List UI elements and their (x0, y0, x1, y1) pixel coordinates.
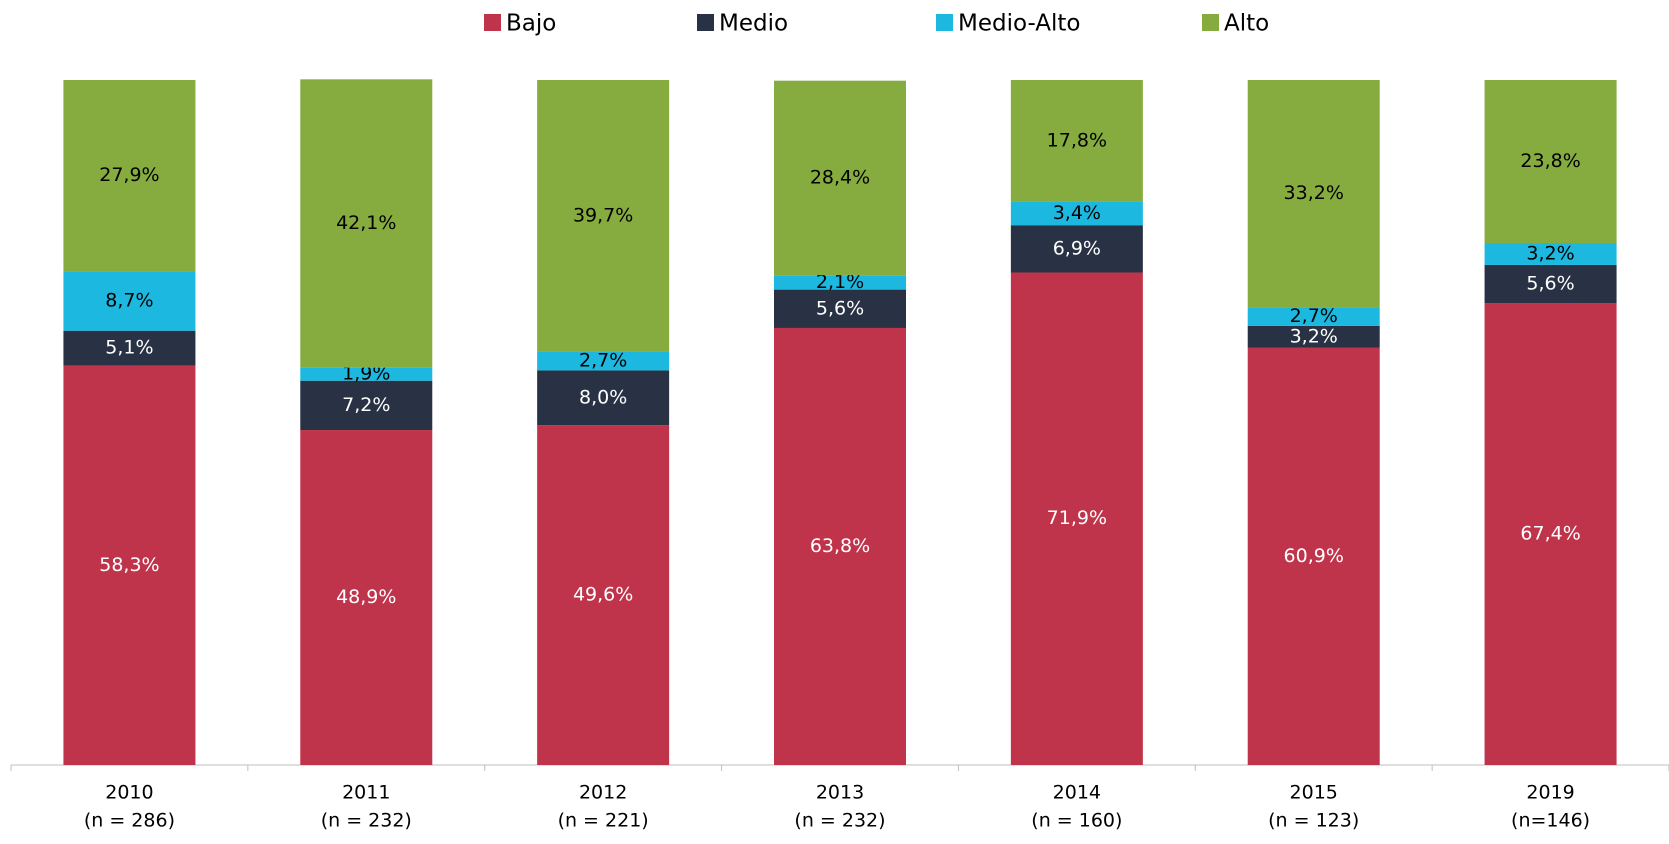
x-tick-label: (n = 232) (321, 810, 412, 832)
legend-label: Medio (719, 11, 788, 37)
data-label: 5,6% (816, 297, 864, 319)
bar-segment (1247, 347, 1380, 765)
x-tick-label: (n = 160) (1031, 810, 1122, 832)
bar-segment (1247, 325, 1380, 348)
legend-label: Bajo (506, 11, 556, 37)
x-tick-label: 2015 (1290, 782, 1338, 804)
bar-segment (1484, 264, 1617, 304)
bar-segment (774, 80, 906, 276)
bar-segment (1247, 80, 1380, 308)
bar-segment (537, 425, 670, 765)
data-label: 33,2% (1284, 182, 1344, 204)
bar-segment (63, 365, 196, 765)
data-label: 27,9% (99, 164, 159, 186)
bar-segment (300, 380, 433, 431)
bar-segment (300, 367, 433, 381)
data-label: 3,4% (1053, 202, 1101, 224)
data-label: 2,1% (816, 271, 864, 293)
data-label: 8,7% (105, 289, 153, 311)
legend-label: Medio-Alto (958, 11, 1081, 37)
bar-segment (537, 351, 670, 371)
data-label: 71,9% (1047, 507, 1107, 529)
x-tick-label: (n = 232) (794, 810, 885, 832)
x-tick-label: 2010 (105, 782, 153, 804)
bar-segment (774, 275, 906, 290)
data-label: 5,6% (1526, 273, 1574, 295)
bar-segment (63, 330, 196, 366)
bar-segment (300, 430, 433, 765)
x-tick-label: 2019 (1526, 782, 1574, 804)
bar-segment (63, 80, 196, 272)
data-label: 1,9% (342, 363, 390, 385)
bar-segment (1484, 243, 1617, 265)
data-label: 17,8% (1047, 129, 1107, 151)
bar-segment (774, 327, 906, 765)
bar-segment (1484, 303, 1617, 765)
data-label: 8,0% (579, 386, 627, 408)
bar-segment (1010, 272, 1143, 765)
x-tick-label: 2013 (816, 782, 864, 804)
data-label: 49,6% (573, 584, 633, 606)
data-label: 23,8% (1520, 150, 1580, 172)
x-tick-label: (n=146) (1511, 810, 1590, 832)
x-tick-label: 2011 (342, 782, 390, 804)
bar-segment (1010, 201, 1143, 226)
data-label: 39,7% (573, 204, 633, 226)
data-label: 3,2% (1526, 242, 1574, 264)
data-label: 67,4% (1520, 523, 1580, 545)
bar-segment (63, 271, 196, 331)
x-tick-label: (n = 123) (1268, 810, 1359, 832)
legend-label: Alto (1224, 11, 1269, 37)
bar-segment (537, 80, 670, 352)
data-label: 63,8% (810, 535, 870, 557)
data-label: 58,3% (99, 554, 159, 576)
data-label: 42,1% (336, 212, 396, 234)
legend-swatch (1202, 14, 1219, 31)
bar-segment (1247, 307, 1380, 326)
data-label: 3,2% (1290, 325, 1338, 347)
legend-swatch (697, 14, 714, 31)
bar-segment (1010, 80, 1143, 202)
data-label: 2,7% (579, 350, 627, 372)
bar-segment (1484, 80, 1617, 244)
bar-segment (774, 289, 906, 328)
x-tick-label: (n = 286) (84, 810, 175, 832)
legend-swatch (484, 14, 501, 31)
data-label: 7,2% (342, 394, 390, 416)
data-label: 60,9% (1284, 545, 1344, 567)
data-label: 5,1% (105, 337, 153, 359)
legend-swatch (936, 14, 953, 31)
bar-segment (300, 79, 433, 368)
data-label: 6,9% (1053, 237, 1101, 259)
bar-segment (1010, 225, 1143, 273)
data-label: 2,7% (1290, 305, 1338, 327)
data-label: 48,9% (336, 586, 396, 608)
x-tick-label: 2014 (1053, 782, 1101, 804)
bar-segment (537, 370, 670, 426)
data-label: 28,4% (810, 166, 870, 188)
x-tick-label: 2012 (579, 782, 627, 804)
x-tick-label: (n = 221) (558, 810, 649, 832)
